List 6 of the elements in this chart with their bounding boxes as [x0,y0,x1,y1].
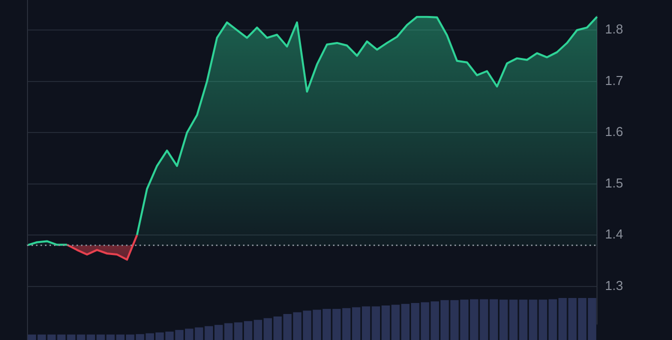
y-tick-label: 1.6 [605,124,624,140]
y-tick-label: 1.5 [605,175,624,190]
y-tick-label: 1.3 [605,278,624,293]
y-tick-label: 1.4 [605,226,624,242]
y-tick-label: 1.7 [605,72,624,88]
y-tick-label: 1.8 [605,22,624,37]
